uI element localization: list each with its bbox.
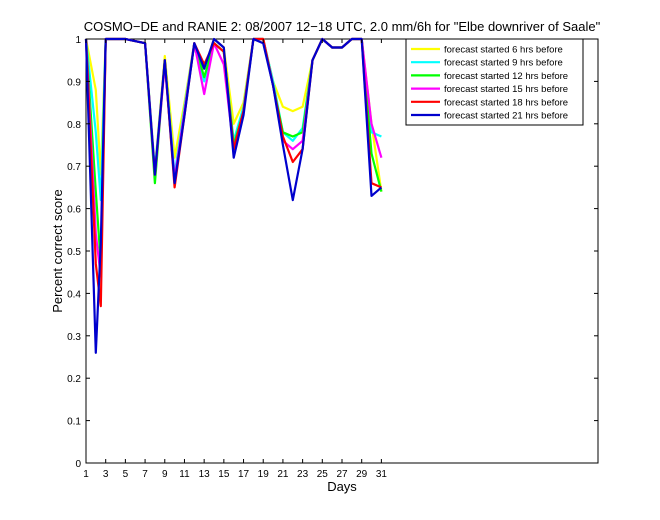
x-axis-label: Days (327, 479, 357, 494)
y-tick-label: 0.9 (67, 77, 81, 88)
legend-label-4: forecast started 15 hrs before (444, 84, 568, 95)
legend-label-2: forecast started 9 hrs before (444, 58, 563, 69)
x-tick-label: 13 (199, 469, 211, 480)
y-tick-label: 0.8 (67, 120, 81, 131)
y-tick-label: 0.1 (67, 417, 81, 428)
legend-label-6: forecast started 21 hrs before (444, 111, 568, 122)
y-tick-label: 0.3 (67, 332, 81, 343)
x-tick-label: 27 (336, 469, 348, 480)
x-tick-label: 11 (179, 469, 190, 480)
x-tick-label: 3 (103, 469, 109, 480)
chart-title: COSMO−DE and RANIE 2: 08/2007 12−18 UTC,… (84, 19, 601, 34)
x-tick-label: 17 (238, 469, 250, 480)
legend: forecast started 6 hrs before forecast st… (405, 38, 584, 126)
x-tick-label: 9 (162, 469, 168, 480)
legend-label-1: forecast started 6 hrs before (444, 45, 563, 56)
x-tick-label: 23 (297, 469, 309, 480)
y-tick-label: 0.6 (67, 205, 81, 216)
y-tick-label: 0.5 (67, 247, 81, 258)
x-tick-label: 31 (376, 469, 388, 480)
x-tick-label: 21 (277, 469, 289, 480)
legend-box (405, 38, 584, 126)
y-axis-label: Percent correct score (50, 189, 65, 313)
y-tick-label: 0.4 (67, 289, 81, 300)
x-tick-label: 1 (83, 469, 89, 480)
y-tick-label: 0.7 (67, 162, 81, 173)
series-layer (84, 37, 383, 354)
x-tick-label: 15 (218, 469, 230, 480)
y-tick-label: 0 (75, 459, 81, 470)
y-tick-label: 1 (75, 35, 81, 46)
x-tick-label: 19 (258, 469, 270, 480)
legend-label-3: forecast started 12 hrs before (444, 71, 568, 82)
x-tick-label: 29 (356, 469, 368, 480)
axis-layer: 1 3 5 7 9 11 13 15 17 19 21 23 25 27 29 3100.10.20.30.4… (67, 35, 598, 480)
y-tick-label: 0.2 (67, 374, 81, 385)
x-tick-label: 5 (123, 469, 129, 480)
legend-label-5: forecast started 18 hrs before (444, 97, 568, 108)
series-line-6 (84, 37, 383, 354)
x-tick-label: 25 (317, 469, 329, 480)
x-tick-label: 7 (142, 469, 148, 480)
